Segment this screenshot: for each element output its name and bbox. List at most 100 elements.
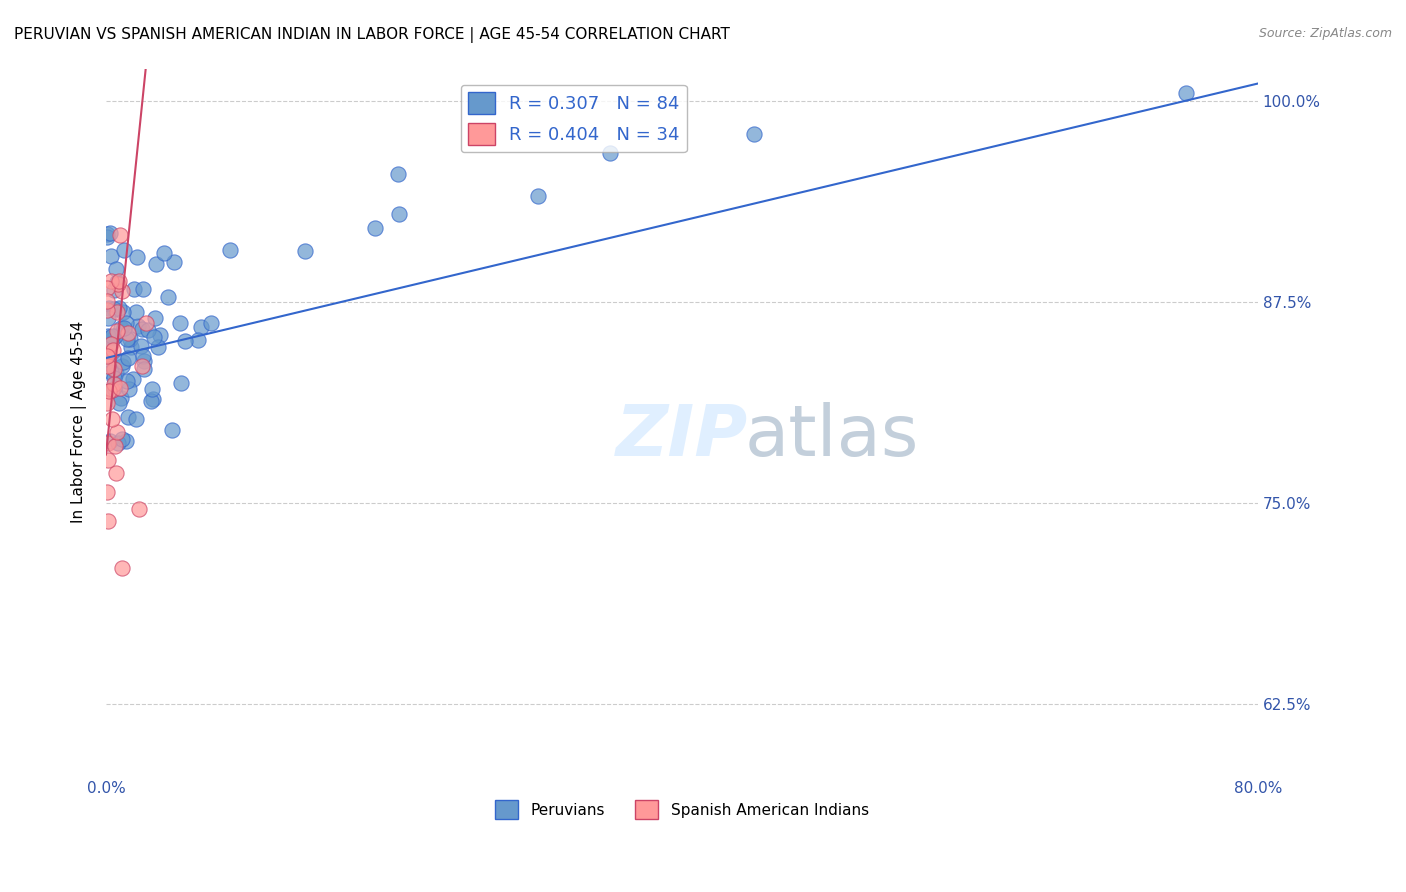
- Point: [96, 227, 118, 241]
- Point: [108, 381, 131, 395]
- Point: [117, 374, 139, 388]
- Point: [127, 318, 149, 333]
- Point: [132, 349, 155, 363]
- Point: [387, 207, 409, 221]
- Point: [122, 372, 145, 386]
- Point: [294, 244, 316, 259]
- Point: [103, 301, 125, 316]
- Point: [100, 383, 122, 397]
- Point: [132, 362, 155, 376]
- Point: [103, 377, 125, 392]
- Point: [103, 371, 125, 385]
- Point: [141, 392, 163, 406]
- Point: [111, 561, 134, 575]
- Point: [98, 226, 121, 240]
- Point: [96, 349, 118, 363]
- Point: [107, 301, 129, 316]
- Legend: Peruvians, Spanish American Indians: Peruvians, Spanish American Indians: [489, 794, 875, 825]
- Point: [160, 423, 183, 437]
- Point: [97, 359, 120, 373]
- Point: [105, 304, 128, 318]
- Point: [120, 332, 142, 346]
- Point: [173, 334, 195, 349]
- Point: [387, 167, 409, 181]
- Point: [125, 250, 148, 264]
- Point: [527, 188, 550, 202]
- Point: [128, 501, 150, 516]
- Point: [104, 439, 127, 453]
- Point: [115, 434, 138, 449]
- Point: [103, 381, 125, 395]
- Point: [111, 359, 134, 374]
- Point: [101, 343, 124, 357]
- Point: [97, 311, 120, 326]
- Point: [98, 301, 121, 315]
- Point: [136, 323, 159, 337]
- Point: [110, 391, 132, 405]
- Text: Source: ZipAtlas.com: Source: ZipAtlas.com: [1258, 27, 1392, 40]
- Point: [97, 328, 120, 343]
- Point: [96, 293, 118, 308]
- Point: [96, 484, 118, 499]
- Text: ZIP: ZIP: [616, 402, 748, 471]
- Point: [142, 330, 165, 344]
- Point: [122, 282, 145, 296]
- Point: [107, 435, 129, 450]
- Point: [131, 359, 153, 373]
- Point: [96, 348, 118, 362]
- Point: [98, 384, 121, 399]
- Text: atlas: atlas: [744, 402, 920, 471]
- Y-axis label: In Labor Force | Age 45-54: In Labor Force | Age 45-54: [72, 321, 87, 524]
- Point: [107, 277, 129, 291]
- Point: [187, 333, 209, 347]
- Text: PERUVIAN VS SPANISH AMERICAN INDIAN IN LABOR FORCE | AGE 45-54 CORRELATION CHART: PERUVIAN VS SPANISH AMERICAN INDIAN IN L…: [14, 27, 730, 43]
- Point: [111, 285, 134, 299]
- Point: [96, 396, 118, 410]
- Point: [218, 243, 240, 257]
- Point: [146, 340, 169, 354]
- Point: [100, 336, 122, 351]
- Point: [97, 331, 120, 345]
- Point: [96, 514, 118, 528]
- Point: [98, 336, 121, 351]
- Point: [163, 255, 186, 269]
- Point: [149, 328, 172, 343]
- Point: [96, 303, 118, 318]
- Point: [96, 281, 118, 295]
- Point: [131, 339, 153, 353]
- Point: [110, 432, 132, 446]
- Point: [141, 394, 163, 409]
- Point: [97, 452, 120, 467]
- Point: [145, 257, 167, 271]
- Point: [169, 316, 191, 330]
- Point: [200, 316, 222, 330]
- Point: [599, 146, 621, 161]
- Point: [108, 395, 131, 409]
- Point: [105, 324, 128, 338]
- Point: [98, 434, 121, 449]
- Point: [103, 331, 125, 345]
- Point: [100, 366, 122, 380]
- Point: [96, 229, 118, 244]
- Point: [111, 305, 134, 319]
- Point: [103, 362, 125, 376]
- Point: [141, 382, 163, 396]
- Point: [115, 332, 138, 346]
- Point: [104, 329, 127, 343]
- Point: [112, 320, 135, 334]
- Point: [112, 244, 135, 258]
- Point: [105, 275, 128, 289]
- Point: [135, 316, 157, 330]
- Point: [117, 410, 139, 425]
- Point: [105, 425, 128, 440]
- Point: [108, 274, 131, 288]
- Point: [112, 354, 135, 368]
- Point: [105, 262, 128, 277]
- Point: [100, 248, 122, 262]
- Point: [120, 340, 142, 354]
- Point: [364, 221, 387, 235]
- Point: [132, 354, 155, 368]
- Point: [105, 366, 128, 380]
- Point: [110, 321, 132, 335]
- Point: [103, 283, 125, 297]
